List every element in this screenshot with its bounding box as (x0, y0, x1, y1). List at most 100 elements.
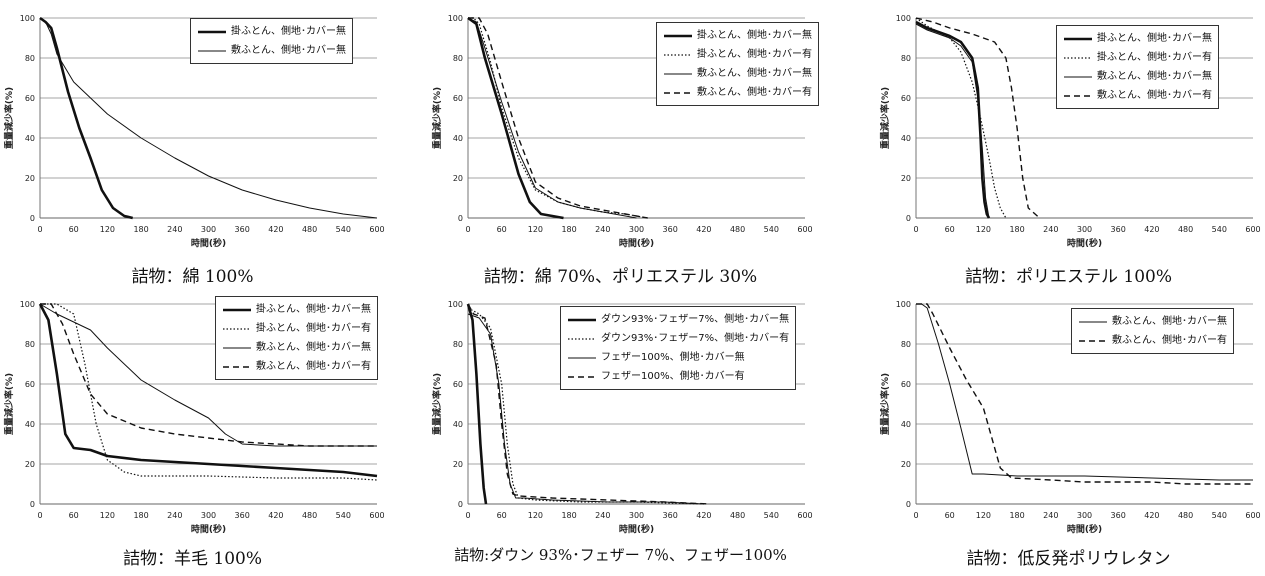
x-tick-label: 180 (1009, 511, 1024, 520)
legend-label: 掛ふとん、側地･カバー無 (256, 304, 371, 315)
x-tick-label: 0 (37, 225, 42, 234)
legend-item: フェザー100%、側地･カバー有 (567, 367, 789, 386)
x-tick-label: 0 (465, 225, 470, 234)
legend-swatch (1064, 94, 1092, 97)
legend-swatch (223, 365, 251, 368)
chart-caption: 詰物：綿 100% (131, 267, 254, 287)
x-tick-label: 240 (595, 511, 610, 520)
y-tick-label: 20 (453, 174, 463, 183)
legend-swatch (223, 347, 251, 348)
x-tick-label: 480 (302, 225, 317, 234)
x-tick-label: 600 (797, 511, 812, 520)
legend-item: 掛ふとん、側地･カバー無 (197, 22, 346, 41)
legend-item: 敷ふとん、側地･カバー有 (663, 83, 812, 102)
x-tick-label: 180 (1009, 225, 1024, 234)
x-tick-label: 60 (945, 511, 955, 520)
y-tick-label: 0 (458, 214, 463, 223)
x-tick-label: 180 (133, 511, 148, 520)
x-axis-label: 時間(秒) (619, 237, 654, 249)
legend-item: 敷ふとん、側地･カバー有 (1078, 331, 1227, 350)
legend-item: 敷ふとん、側地･カバー無 (222, 338, 371, 357)
legend-label: フェザー100%、側地･カバー無 (601, 352, 745, 363)
y-tick-label: 40 (25, 420, 35, 429)
y-axis-label: 重量減少率(%) (3, 87, 15, 149)
x-tick-label: 120 (976, 225, 991, 234)
legend-label: 掛ふとん、側地･カバー無 (697, 30, 812, 41)
legend-swatch (568, 318, 596, 321)
legend-swatch (1064, 56, 1092, 59)
x-tick-label: 180 (561, 511, 576, 520)
x-tick-label: 420 (268, 225, 283, 234)
x-tick-label: 540 (336, 225, 351, 234)
chart-legend: ダウン93%･フェザー7%、側地･カバー無ダウン93%･フェザー7%、側地･カバ… (560, 306, 797, 390)
x-axis-label: 時間(秒) (619, 523, 654, 535)
x-tick-label: 480 (1178, 225, 1193, 234)
legend-swatch (198, 50, 226, 51)
x-tick-label: 120 (528, 511, 543, 520)
x-tick-label: 120 (528, 225, 543, 234)
x-tick-label: 60 (945, 225, 955, 234)
series-line (38, 303, 378, 478)
x-tick-label: 60 (69, 225, 79, 234)
legend-label: 敷ふとん、側地･カバー有 (1112, 335, 1227, 346)
x-tick-label: 540 (336, 511, 351, 520)
y-tick-label: 60 (25, 94, 35, 103)
legend-item: 敷ふとん、側地･カバー無 (1078, 312, 1227, 331)
chart-caption: 詰物：低反発ポリウレタン (966, 549, 1171, 569)
x-tick-label: 0 (913, 511, 918, 520)
y-tick-label: 60 (453, 380, 463, 389)
legend-swatch (198, 30, 226, 33)
legend-label: 敷ふとん、側地･カバー無 (256, 342, 371, 353)
y-tick-label: 40 (901, 134, 911, 143)
legend-item: ダウン93%･フェザー7%、側地･カバー有 (567, 329, 789, 348)
x-tick-label: 600 (797, 225, 812, 234)
x-tick-label: 480 (302, 511, 317, 520)
y-axis-label: 重量減少率(%) (431, 373, 443, 435)
series-line (915, 20, 991, 219)
chart-svg: 0 20 40 60 80 100 0 60 120 180 240 300 360 420 480 540 6… (431, 14, 813, 249)
y-axis-label: 重量減少率(%) (879, 87, 891, 149)
legend-item: 敷ふとん、側地･カバー無 (663, 64, 812, 83)
x-tick-label: 300 (629, 225, 644, 234)
chart-svg: 0 20 40 60 80 100 0 60 120 180 240 300 360 420 480 540 6… (431, 300, 813, 535)
x-tick-label: 180 (133, 225, 148, 234)
series-line (915, 17, 1041, 219)
x-tick-label: 300 (201, 511, 216, 520)
y-tick-label: 20 (453, 460, 463, 469)
legend-label: 敷ふとん、側地･カバー有 (1097, 90, 1212, 101)
legend-label: 掛ふとん、側地･カバー有 (697, 49, 812, 60)
y-axis-label: 重量減少率(%) (3, 373, 15, 435)
y-tick-label: 80 (25, 54, 35, 63)
chart-legend: 掛ふとん、側地･カバー無 敷ふとん、側地･カバー無 (190, 18, 353, 64)
x-tick-label: 540 (1212, 225, 1227, 234)
legend-item: 掛ふとん、側地･カバー有 (663, 45, 812, 64)
legend-item: フェザー100%、側地･カバー無 (567, 348, 789, 367)
chart-legend: 敷ふとん、側地･カバー無敷ふとん、側地･カバー有 (1071, 308, 1234, 354)
x-tick-label: 600 (369, 511, 384, 520)
x-tick-label: 420 (1144, 511, 1159, 520)
x-tick-label: 540 (764, 511, 779, 520)
legend-label: 敷ふとん、側地･カバー有 (697, 87, 812, 98)
x-tick-label: 360 (663, 511, 678, 520)
legend-label: 掛ふとん、側地･カバー無 (1097, 33, 1212, 44)
series-line (467, 16, 564, 220)
series-line (39, 303, 377, 447)
y-tick-label: 80 (901, 54, 911, 63)
y-tick-label: 100 (20, 300, 35, 309)
series-line (915, 23, 990, 219)
chart-caption: 詰物：ポリエステル 100% (964, 267, 1172, 287)
chart-legend: 掛ふとん、側地･カバー無 掛ふとん、側地･カバー有 敷ふとん、側地･カバー無 敷ふとん… (215, 296, 378, 380)
x-tick-label: 360 (235, 511, 250, 520)
y-tick-label: 80 (901, 340, 911, 349)
x-tick-label: 420 (1144, 225, 1159, 234)
x-axis-label: 時間(秒) (1067, 237, 1102, 249)
chart-caption: 詰物：綿 70%、ポリエステル 30% (483, 267, 758, 287)
legend-swatch (568, 375, 596, 378)
x-tick-label: 600 (369, 225, 384, 234)
series-line (466, 303, 488, 505)
legend-swatch (1064, 76, 1092, 77)
legend-swatch (568, 337, 596, 340)
x-tick-label: 60 (497, 511, 507, 520)
legend-label: ダウン93%･フェザー7%、側地･カバー無 (601, 314, 790, 325)
legend-label: 掛ふとん、側地･カバー無 (231, 26, 346, 37)
